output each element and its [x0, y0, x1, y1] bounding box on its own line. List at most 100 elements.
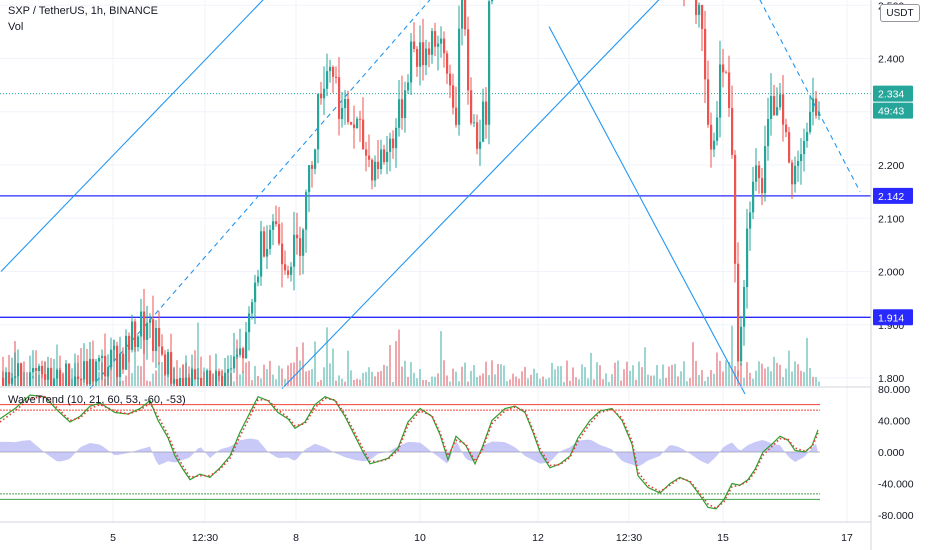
candle-body [77, 376, 80, 379]
candle-body [293, 234, 296, 267]
candle-body [740, 326, 743, 362]
volume-bar [122, 380, 124, 386]
candle-body [773, 96, 776, 116]
volume-layer [2, 322, 820, 386]
candle-body [485, 101, 488, 125]
volume-bar [623, 369, 625, 386]
candle-body [140, 311, 143, 337]
candle-body [791, 162, 794, 185]
trendline [0, 0, 264, 272]
volume-bar [317, 381, 319, 386]
volume-bar [587, 378, 589, 386]
volume-bar [545, 379, 547, 386]
price-label-bg [873, 85, 913, 102]
volume-bar [491, 360, 493, 386]
volume-bar [353, 380, 355, 386]
volume-bar [323, 367, 325, 386]
candle-body [59, 369, 62, 386]
volume-bar [497, 364, 499, 386]
volume-bar [245, 362, 247, 386]
unit-button[interactable]: USDT [880, 4, 920, 22]
candle-body [410, 41, 413, 83]
candle-body [233, 356, 236, 369]
candle-body [359, 118, 362, 120]
candle-body [197, 377, 200, 380]
volume-bar [314, 341, 316, 386]
volume-bar [272, 374, 274, 386]
volume-bar [359, 379, 361, 386]
volume-bar [152, 373, 154, 386]
candle-body [266, 248, 269, 257]
time-tick-label: 10 [414, 532, 426, 544]
candle-body [326, 71, 329, 89]
volume-bar [641, 367, 643, 386]
volume-bar [440, 331, 442, 386]
volume-bar [80, 348, 82, 386]
volume-bar [776, 362, 778, 386]
volume-bar [464, 362, 466, 386]
trendline [548, 26, 746, 395]
candle-body [104, 355, 107, 377]
candle-body [425, 48, 428, 66]
volume-bar [242, 371, 244, 386]
volume-bar [635, 379, 637, 386]
candle-body [716, 117, 719, 141]
candle-body [386, 151, 389, 163]
volume-bar [473, 365, 475, 386]
volume-bar [401, 366, 403, 386]
wt2-line [0, 395, 819, 510]
candle-body [446, 53, 449, 74]
volume-bar [674, 363, 676, 386]
candle-body [467, 29, 470, 91]
candle-body [17, 363, 20, 377]
candle-body [788, 132, 791, 163]
symbol-title: SXP / TetherUS, 1h, BINANCE [8, 5, 158, 17]
candle-body [41, 365, 44, 375]
candle-body [488, 1, 491, 125]
candle-body [695, 0, 698, 15]
wave-tick-label: -80.000 [878, 510, 914, 522]
candle-body [317, 93, 320, 150]
candle-body [476, 122, 479, 149]
candle-body [89, 359, 92, 385]
candle-body [347, 98, 350, 123]
volume-bar [452, 368, 454, 386]
candle-body [248, 313, 251, 333]
volume-bar [716, 352, 718, 386]
time-tick-label: 12 [532, 532, 544, 544]
volume-bar [638, 361, 640, 386]
candle-body [224, 372, 227, 386]
volume-bar [131, 373, 133, 386]
candle-body [221, 375, 224, 386]
volume-bar [284, 378, 286, 386]
candle-body [401, 99, 404, 118]
candle-body [311, 165, 314, 169]
price-label-bg [873, 309, 913, 326]
volume-bar [428, 381, 430, 386]
volume-bar [389, 345, 391, 386]
volume-bar [380, 371, 382, 386]
wt1-line [0, 394, 819, 510]
candle-body [167, 352, 170, 375]
volume-bar [575, 377, 577, 386]
candle-body [206, 370, 209, 386]
volume-bar [755, 370, 757, 386]
volume-bar [608, 381, 610, 386]
candle-body [383, 149, 386, 163]
volume-bar [758, 361, 760, 386]
candle-body [776, 107, 779, 116]
candle-body [287, 270, 290, 275]
volume-bar [659, 379, 661, 386]
volume-bar [557, 366, 559, 386]
volume-bar [278, 365, 280, 386]
candle-body [95, 361, 98, 382]
volume-bar [299, 360, 301, 386]
candle-body [812, 98, 815, 112]
candle-body [815, 98, 818, 116]
volume-bar [110, 363, 112, 386]
candle-body [344, 98, 347, 109]
volume-bar [458, 381, 460, 386]
volume-bar [725, 360, 727, 386]
